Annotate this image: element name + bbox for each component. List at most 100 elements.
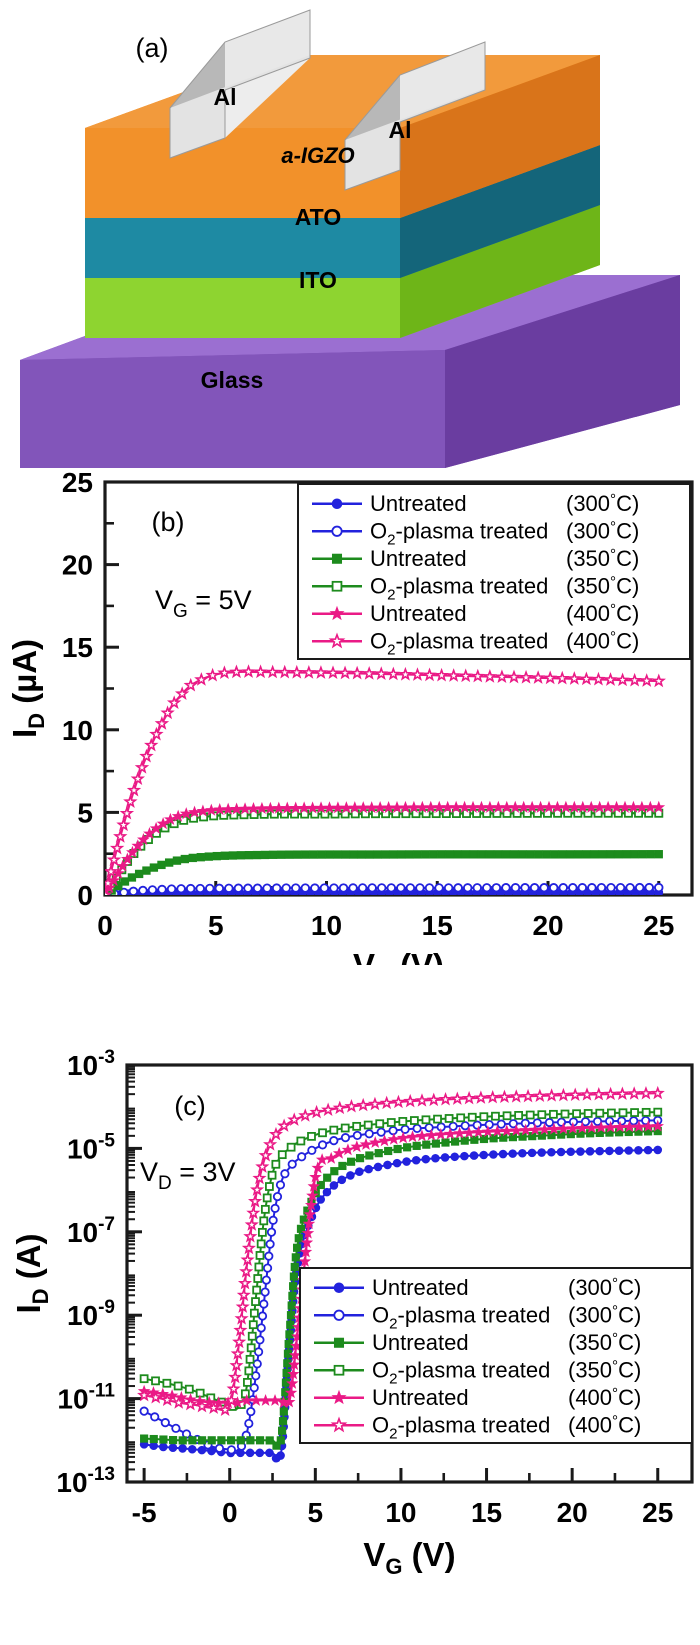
legend-label: Untreated [372, 1330, 469, 1355]
series-markers [105, 850, 663, 895]
legend-item[interactable]: Untreated (300°C) [314, 1275, 641, 1300]
legend-item[interactable]: O2-plasma treated (300°C) [312, 518, 639, 548]
marker-square-filled [558, 850, 567, 859]
marker-star-open [374, 666, 389, 680]
legend-item[interactable]: O2-plasma treated (400°C) [312, 628, 639, 658]
marker-circle-filled [276, 1451, 285, 1460]
y-tick-label: 0 [77, 880, 93, 911]
marker-star-open [426, 1092, 441, 1107]
marker-star-open [497, 1089, 512, 1104]
marker-star-open [237, 1275, 253, 1290]
marker-star-filled [282, 1395, 296, 1408]
marker-circle-open [510, 883, 521, 893]
marker-square-filled [188, 853, 197, 863]
legend-item[interactable]: Untreated (350°C) [314, 1330, 641, 1355]
marker-star-open [105, 864, 119, 878]
marker-square-filled [228, 851, 238, 860]
marker-star-open [105, 887, 113, 895]
glass-label: Glass [201, 367, 264, 393]
marker-square-open [269, 809, 279, 819]
legend-item[interactable]: Untreated (300°C) [312, 491, 639, 516]
marker-circle-open [386, 883, 396, 893]
x-tick-label: 10 [385, 1497, 416, 1528]
marker-star-filled [604, 1120, 617, 1133]
marker-circle-filled [643, 1145, 653, 1155]
marker-square-filled [260, 850, 270, 860]
legend-temperature: (350°C) [568, 1357, 641, 1382]
marker-square-filled [323, 1173, 332, 1182]
marker-square-filled [288, 1291, 297, 1300]
marker-circle-filled [346, 1171, 355, 1180]
marker-square-filled [499, 1133, 508, 1142]
marker-star-open [218, 1402, 233, 1416]
legend-item[interactable]: O2-plasma treated (350°C) [312, 573, 639, 603]
marker-square-open [286, 1142, 296, 1152]
marker-star-filled [425, 1128, 438, 1141]
marker-square-filled [212, 851, 221, 861]
marker-square-filled [172, 856, 182, 865]
marker-star-filled [240, 1393, 253, 1406]
marker-square-filled [207, 1436, 216, 1445]
marker-circle-open [377, 883, 387, 893]
marker-circle-open [268, 1215, 278, 1225]
legend-item[interactable]: Untreated (400°C) [312, 601, 639, 626]
marker-square-filled [357, 850, 366, 859]
marker-star-open [166, 695, 182, 710]
marker-square-filled [341, 850, 350, 859]
marker-square-open [320, 809, 330, 819]
marker-square-filled [299, 1215, 308, 1224]
marker-square-filled [485, 850, 495, 859]
marker-square-filled [508, 1133, 518, 1142]
x-tick-label: 0 [97, 910, 113, 941]
marker-square-filled [437, 850, 446, 859]
marker-star-open [627, 672, 642, 687]
marker-star-open [244, 1217, 259, 1231]
marker-square-open [630, 1108, 639, 1117]
legend-item[interactable]: O2-plasma treated (350°C) [314, 1357, 641, 1387]
marker-square-filled [333, 850, 342, 859]
marker-square-open [514, 1110, 524, 1120]
marker-star-filled [156, 817, 170, 830]
marker-star-open [263, 1137, 278, 1151]
y-tick-label: 25 [62, 467, 93, 498]
marker-circle-filled [149, 1441, 158, 1451]
marker-star-open [410, 667, 425, 681]
marker-star-open [506, 669, 522, 684]
marker-square-filled [279, 1407, 288, 1416]
marker-star-open [247, 1193, 263, 1208]
marker-circle-filled [440, 1153, 450, 1162]
marker-star-filled [164, 812, 177, 825]
legend-item[interactable]: Untreated (350°C) [312, 546, 639, 571]
legend-item[interactable]: O2-plasma treated (300°C) [314, 1302, 641, 1332]
legend-label: O2-plasma treated [370, 518, 548, 548]
marker-square-filled [460, 1136, 469, 1145]
marker-circle-filled [556, 1147, 566, 1157]
marker-star-filled [566, 1121, 580, 1134]
legend-item[interactable]: Untreated (400°C) [314, 1385, 641, 1410]
marker-square-open [560, 1109, 570, 1119]
marker-circle-filled [479, 1150, 488, 1160]
marker-star-open [239, 1264, 254, 1278]
marker-star-filled [594, 1121, 608, 1133]
marker-star-open [246, 1205, 261, 1220]
legend-item[interactable]: O2-plasma treated (400°C) [314, 1412, 641, 1442]
marker-circle-filled [547, 1147, 556, 1157]
legend-label: Untreated [370, 601, 467, 626]
marker-star-open [230, 1346, 245, 1360]
marker-square-filled [493, 850, 503, 859]
marker-circle-open [460, 1121, 470, 1131]
marker-circle-open [244, 1418, 254, 1429]
marker-circle-open [262, 883, 272, 893]
marker-square-filled [638, 850, 647, 859]
marker-star-open [229, 664, 244, 679]
marker-star-open [241, 1240, 256, 1255]
marker-star-filled [156, 1387, 170, 1400]
marker-star-open [235, 1299, 250, 1313]
marker-square-open [549, 1109, 558, 1119]
marker-circle-open [352, 1130, 362, 1141]
marker-star-filled [126, 845, 139, 858]
x-axis-title: VD (V) [353, 947, 444, 965]
marker-star-filled [175, 1390, 188, 1403]
marker-square-open [254, 1262, 264, 1272]
marker-square-open [525, 1110, 535, 1120]
